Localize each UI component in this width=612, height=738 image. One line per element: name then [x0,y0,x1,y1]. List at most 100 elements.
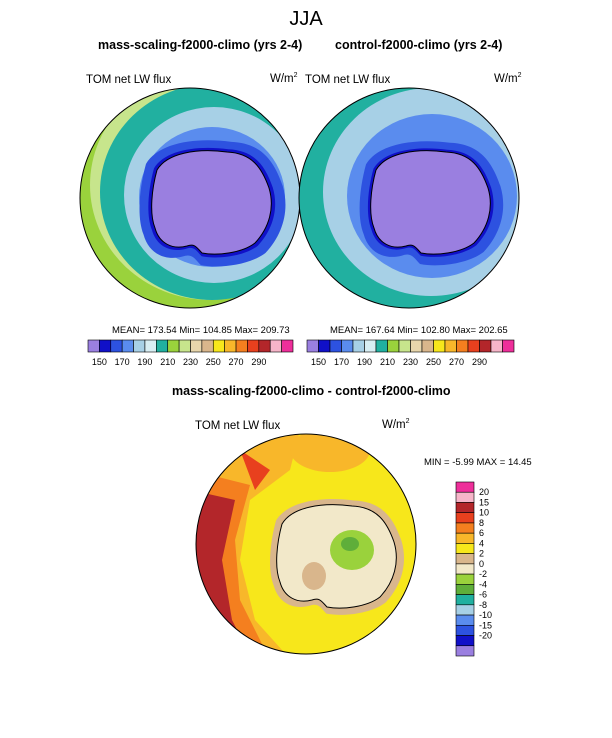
right-colorbar-swatch [502,339,515,353]
diff-colorbar-swatch [455,502,475,514]
diff-stats: MIN = -5.99 MAX = 14.45 [424,457,532,468]
diff-colorbar-swatch [455,563,475,575]
diff-colorbar-swatch [455,594,475,606]
diff-colorbar-swatch [455,512,475,524]
left-polar-map [80,88,300,308]
diff-colorbar-tick-label: -2 [479,569,487,579]
diff-colorbar-swatch [455,624,475,636]
left-colorbar: 150 170 190 210 230 250 270 290 [87,339,294,367]
diff-colorbar-tick-label: -8 [479,600,487,610]
diff-panel-title: mass-scaling-f2000-climo - control-f2000… [172,384,451,398]
diff-map-border [195,433,417,655]
left-colorbar-tick-label: 190 [137,357,152,367]
left-colorbar-swatch [258,339,271,353]
left-variable-label: TOM net LW flux [86,74,172,86]
diff-polar-map [196,434,416,654]
right-colorbar: 150 170 190 210 230 250 270 290 [306,339,515,367]
left-colorbar-swatch [281,339,294,353]
right-units-label: W/m2 [494,72,522,85]
diff-colorbar-tick-label: -6 [479,590,487,600]
right-variable-label: TOM net LW flux [305,74,391,86]
left-colorbar-tick-label: 250 [206,357,221,367]
diff-colorbar-swatch [455,573,475,585]
diff-colorbar-swatch [455,635,475,647]
diff-colorbar-swatch [455,584,475,595]
left-colorbar-swatch [190,339,203,353]
left-colorbar-swatch [247,339,260,353]
right-colorbar-tick-label: 150 [311,357,326,367]
right-colorbar-swatch [341,339,354,353]
diff-variable-label: TOM net LW flux [195,420,281,432]
right-colorbar-swatch [387,339,400,353]
diff-colorbar-swatch [455,491,475,503]
right-colorbar-swatch [467,339,480,353]
right-colorbar-swatch [306,339,319,353]
right-colorbar-swatch [329,339,342,353]
left-panel-title: mass-scaling-f2000-climo (yrs 2-4) [98,38,303,52]
diff-colorbar-swatch [455,532,475,544]
left-colorbar-tick-label: 230 [183,357,198,367]
right-colorbar-swatch [364,339,377,353]
right-colorbar-swatch [433,339,446,353]
left-colorbar-swatch [144,339,157,353]
left-colorbar-swatch [110,339,123,353]
diff-colorbar-tick-label: 2 [479,549,484,559]
diff-colorbar-tick-label: -20 [479,631,492,641]
right-panel-title: control-f2000-climo (yrs 2-4) [335,38,503,52]
left-colorbar-swatch [269,339,282,353]
left-colorbar-tick-label: 150 [92,357,107,367]
right-colorbar-swatch [456,339,469,353]
right-colorbar-tick-label: 210 [380,357,395,367]
diff-colorbar-tick-label: 6 [479,528,484,538]
left-colorbar-swatch [178,339,191,353]
diff-colorbar-swatch [455,522,475,534]
left-colorbar-tick-label: 170 [115,357,130,367]
right-colorbar-swatch [490,339,503,353]
right-colorbar-swatch [421,339,434,353]
left-colorbar-tick-label: 270 [229,357,244,367]
right-colorbar-swatch [318,339,331,353]
diff-colorbar-swatch [455,614,475,626]
right-colorbar-tick-label: 250 [426,357,441,367]
left-colorbar-tick-label: 210 [160,357,175,367]
left-colorbar-swatch [156,339,169,353]
diff-colorbar-tick-label: 4 [479,538,484,548]
diff-colorbar-tick-label: 0 [479,559,484,569]
right-colorbar-tick-label: 170 [334,357,349,367]
left-colorbar-swatch [121,339,134,353]
left-colorbar-tick-label: 290 [251,357,266,367]
left-stats: MEAN= 173.54 Min= 104.85 Max= 209.73 [112,325,290,336]
right-stats: MEAN= 167.64 Min= 102.80 Max= 202.65 [330,325,508,336]
right-colorbar-swatch [444,339,457,353]
left-colorbar-swatch [99,339,112,353]
right-colorbar-tick-label: 230 [403,357,418,367]
left-colorbar-swatch [224,339,237,353]
right-colorbar-tick-label: 290 [472,357,487,367]
left-colorbar-swatch [87,339,100,353]
right-colorbar-tick-label: 190 [357,357,372,367]
diff-colorbar-swatch [455,543,475,554]
left-colorbar-swatch [212,339,225,353]
right-colorbar-tick-label: 270 [449,357,464,367]
left-colorbar-swatch [133,339,146,353]
right-map-border [298,87,520,309]
right-colorbar-swatch [479,339,492,353]
figure-title: JJA [289,8,323,30]
left-colorbar-swatch [167,339,180,353]
diff-colorbar-tick-label: 20 [479,487,489,497]
left-colorbar-swatch [235,339,248,353]
right-polar-map [299,88,519,308]
diff-colorbar-tick-label: 10 [479,508,489,518]
diff-colorbar-swatch [455,481,475,493]
diff-colorbar-swatch [455,553,475,565]
diff-colorbar-tick-label: -10 [479,610,492,620]
diff-colorbar-tick-label: -15 [479,620,492,630]
diff-colorbar-tick-label: -4 [479,579,487,589]
right-colorbar-swatch [352,339,365,353]
diff-colorbar-swatch [455,604,475,616]
right-colorbar-swatch [398,339,411,353]
diff-units-label: W/m2 [382,418,410,431]
left-colorbar-swatch [201,339,214,353]
diff-colorbar-tick-label: 8 [479,518,484,528]
